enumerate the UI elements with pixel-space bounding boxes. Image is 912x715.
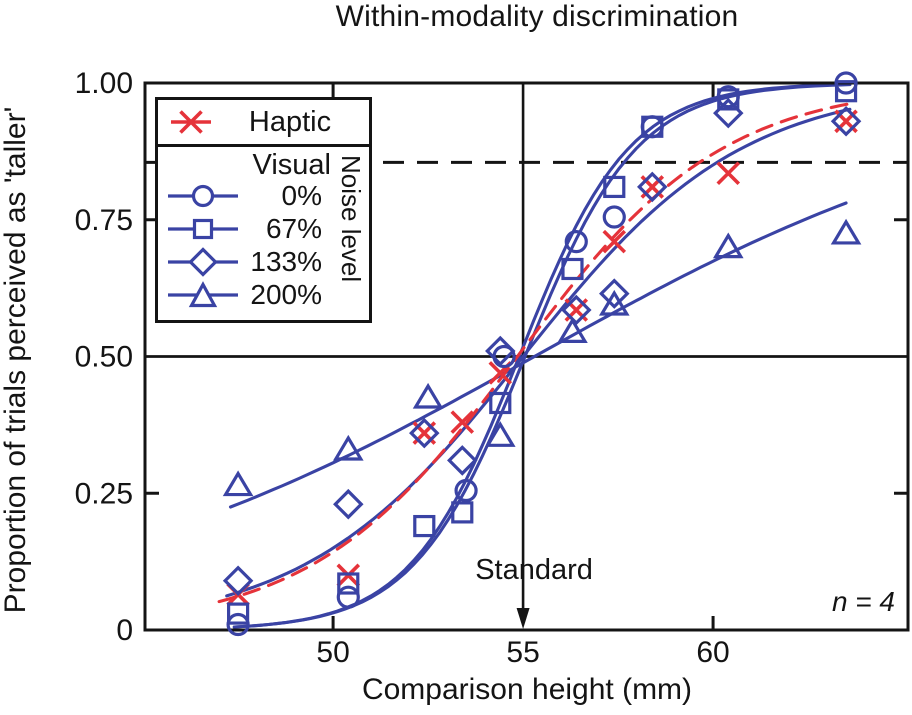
legend-visual-section: Visual 0% 67% 133% <box>158 147 369 320</box>
marker-haptic <box>450 410 475 434</box>
legend-label-haptic: Haptic <box>248 105 332 138</box>
marker-visual_133 <box>713 97 744 129</box>
marker-visual_67 <box>226 602 250 625</box>
circle-marker-icon <box>168 184 238 207</box>
legend-row-visual-0: 0% <box>158 179 369 212</box>
sample-size-label: n = 4 <box>832 586 895 617</box>
standard-arrowhead-icon <box>516 608 530 629</box>
marker-visual_133 <box>333 488 364 520</box>
marker-visual_67 <box>717 88 740 111</box>
legend-noise-level-label: Noise level <box>336 155 366 283</box>
marker-visual_133 <box>599 278 630 309</box>
marker-visual_0 <box>454 478 478 503</box>
marker-visual_67 <box>834 80 858 103</box>
y-tick-label: 0.50 <box>75 341 133 374</box>
marker-visual_67 <box>641 115 664 138</box>
marker-visual_200 <box>484 421 516 447</box>
legend: Haptic Visual 0% 67% <box>155 97 372 323</box>
marker-visual_133 <box>561 294 592 326</box>
legend-label-visual: Visual <box>252 149 331 181</box>
y-tick-label: 0.25 <box>75 477 133 510</box>
plot-frame <box>143 81 910 632</box>
marker-visual_200 <box>412 382 444 409</box>
x-axis-title: Comparison height (mm) <box>361 673 693 706</box>
marker-visual_133 <box>409 417 440 449</box>
marker-visual_67 <box>337 572 360 595</box>
legend-row-visual-67: 67% <box>158 212 369 245</box>
x-tick-label: 60 <box>696 636 729 669</box>
legend-label-133pct: 133% <box>250 245 322 277</box>
legend-row-visual-133: 133% <box>158 245 369 278</box>
fit-curve-visual_67 <box>232 83 852 629</box>
marker-visual_67 <box>413 514 436 538</box>
marker-visual_0 <box>336 585 360 609</box>
haptic-x-icon <box>171 110 211 134</box>
marker-visual_133 <box>447 445 478 476</box>
marker-visual_67 <box>489 391 512 415</box>
triangle-marker-icon <box>168 280 238 307</box>
marker-visual_133 <box>637 171 668 203</box>
marker-visual_133 <box>222 565 254 597</box>
y-tick-label: 0.75 <box>75 204 133 237</box>
marker-visual_67 <box>603 175 626 199</box>
marker-haptic <box>716 161 741 186</box>
legend-label-200pct: 200% <box>250 278 322 310</box>
y-tick-label: 0 <box>116 614 133 647</box>
fit-curve-haptic <box>217 102 852 604</box>
standard-label: Standard <box>475 554 593 586</box>
marker-visual_200 <box>598 289 630 316</box>
legend-label-0pct: 0% <box>281 179 322 211</box>
x-tick-label: 55 <box>506 636 539 669</box>
marker-visual_200 <box>222 470 254 497</box>
marker-visual_0 <box>564 230 588 254</box>
marker-visual_200 <box>830 218 862 245</box>
marker-visual_200 <box>332 434 364 461</box>
marker-visual_200 <box>557 317 588 343</box>
chart-title: Within-modality discrimination <box>335 0 739 33</box>
marker-visual_133 <box>830 106 862 137</box>
legend-haptic-row: Haptic <box>158 100 369 147</box>
y-tick-label: 1.00 <box>75 67 133 100</box>
marker-visual_67 <box>561 257 584 281</box>
legend-row-visual-200: 200% <box>158 278 369 311</box>
marker-visual_200 <box>712 232 744 259</box>
fit-curve-visual_200 <box>228 201 848 509</box>
marker-visual_67 <box>451 501 474 524</box>
marker-haptic <box>602 229 627 254</box>
fit-curve-visual_133 <box>225 107 852 598</box>
diamond-marker-icon <box>168 246 238 277</box>
square-marker-icon <box>168 218 238 239</box>
x-tick-label: 50 <box>316 636 349 669</box>
marker-visual_0 <box>602 205 626 229</box>
marker-visual_133 <box>485 335 516 367</box>
legend-label-67pct: 67% <box>265 212 322 244</box>
